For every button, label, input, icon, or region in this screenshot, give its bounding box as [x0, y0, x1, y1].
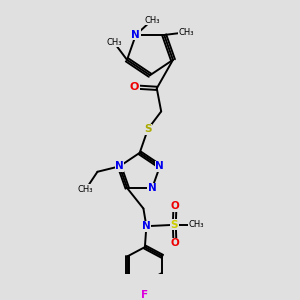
Text: CH₃: CH₃	[78, 185, 93, 194]
Text: N: N	[142, 221, 151, 231]
Text: N: N	[155, 161, 164, 171]
Text: F: F	[141, 290, 148, 300]
Text: CH₃: CH₃	[189, 220, 204, 229]
Text: O: O	[130, 82, 140, 92]
Text: CH₃: CH₃	[144, 16, 160, 25]
Text: O: O	[171, 201, 179, 212]
Text: O: O	[171, 238, 179, 248]
Text: N: N	[148, 183, 157, 193]
Text: S: S	[144, 124, 152, 134]
Text: N: N	[115, 161, 124, 171]
Text: CH₃: CH₃	[106, 38, 122, 47]
Text: N: N	[131, 30, 140, 40]
Text: CH₃: CH₃	[178, 28, 194, 37]
Text: S: S	[171, 220, 178, 230]
